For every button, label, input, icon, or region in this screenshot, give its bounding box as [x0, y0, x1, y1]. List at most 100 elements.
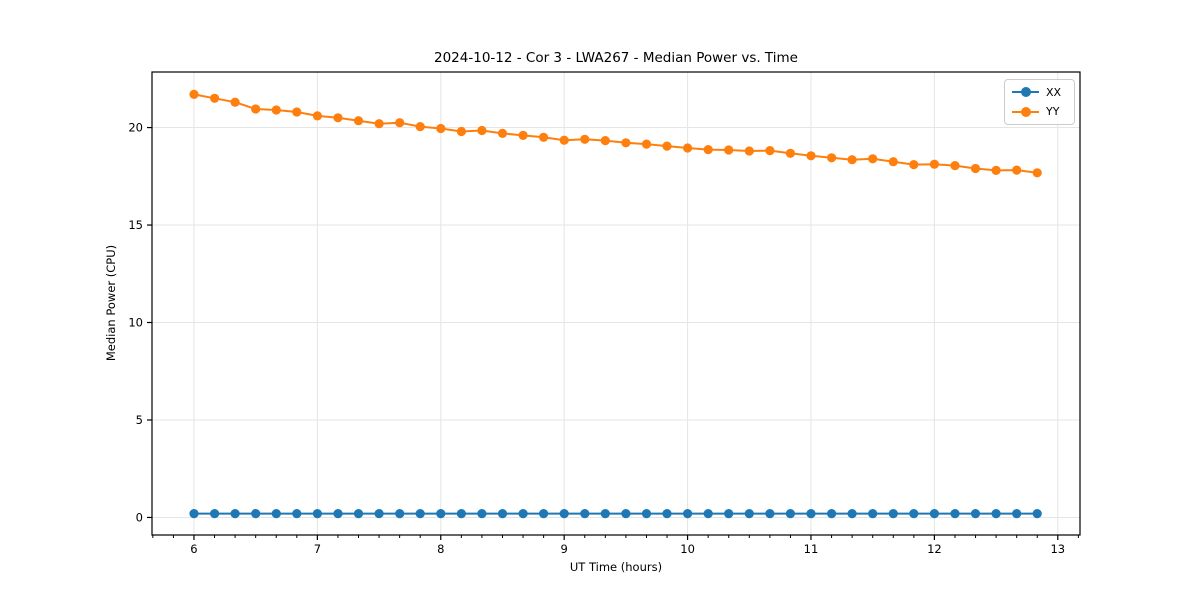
- y-tick-label: 10: [128, 316, 143, 330]
- data-point-xx: [436, 508, 446, 519]
- x-tick-label: 9: [561, 542, 568, 556]
- data-point-yy: [806, 151, 816, 161]
- data-point-yy: [477, 125, 487, 136]
- data-point-xx: [765, 508, 775, 519]
- x-tick-label: 6: [190, 542, 197, 556]
- x-tick-label: 11: [804, 542, 819, 556]
- data-point-xx: [600, 508, 610, 519]
- data-point-xx: [662, 508, 672, 519]
- legend-label-xx: XX: [1046, 85, 1062, 99]
- data-point-xx: [210, 508, 220, 519]
- data-point-xx: [970, 508, 981, 519]
- data-point-yy: [497, 128, 508, 138]
- legend-entry-xx: XX: [1012, 84, 1067, 101]
- data-point-xx: [888, 508, 898, 519]
- data-point-yy: [436, 123, 446, 134]
- data-point-yy: [621, 138, 631, 148]
- data-point-yy: [724, 145, 734, 155]
- legend-label-yy: YY: [1046, 105, 1060, 119]
- x-tick-label: 10: [680, 542, 695, 556]
- data-point-xx: [1012, 508, 1022, 519]
- data-point-xx: [353, 508, 364, 519]
- data-point-xx: [744, 508, 754, 519]
- y-tick-label: 0: [136, 510, 143, 524]
- data-point-yy: [395, 118, 405, 128]
- data-point-yy: [641, 139, 652, 149]
- data-point-xx: [991, 508, 1001, 519]
- data-point-xx: [395, 508, 405, 519]
- data-point-yy: [353, 116, 364, 126]
- data-point-xx: [724, 508, 734, 519]
- data-point-xx: [1032, 508, 1042, 519]
- data-point-xx: [827, 508, 837, 519]
- x-tick-label: 12: [927, 542, 942, 556]
- xx-series-swatch-icon: [1012, 87, 1039, 98]
- data-point-yy: [251, 104, 261, 114]
- data-point-xx: [497, 508, 508, 519]
- data-point-xx: [518, 508, 528, 519]
- data-point-yy: [785, 148, 796, 158]
- x-tick-label: 7: [314, 542, 321, 556]
- data-point-yy: [888, 157, 898, 167]
- data-point-yy: [189, 89, 199, 99]
- data-point-xx: [621, 508, 631, 519]
- data-point-yy: [539, 132, 549, 142]
- data-point-yy: [1032, 168, 1042, 178]
- data-point-yy: [210, 93, 220, 103]
- y-tick-label: 20: [128, 121, 143, 135]
- y-tick-label: 15: [128, 218, 143, 232]
- data-point-yy: [765, 146, 775, 156]
- data-point-xx: [312, 508, 322, 519]
- data-point-yy: [456, 126, 466, 137]
- data-point-yy: [662, 141, 672, 151]
- data-point-xx: [415, 508, 425, 519]
- data-point-xx: [333, 508, 343, 519]
- data-point-yy: [868, 154, 878, 164]
- data-point-xx: [683, 508, 693, 519]
- data-point-yy: [929, 159, 940, 169]
- x-tick-label: 13: [1050, 542, 1065, 556]
- data-point-xx: [374, 508, 384, 519]
- data-point-xx: [641, 508, 652, 519]
- data-point-yy: [970, 163, 981, 174]
- data-point-xx: [929, 508, 940, 519]
- data-point-xx: [847, 508, 857, 519]
- data-point-xx: [559, 508, 569, 519]
- chart-title: 2024-10-12 - Cor 3 - LWA267 - Median Pow…: [434, 50, 798, 66]
- data-point-xx: [806, 508, 816, 519]
- data-point-xx: [292, 508, 302, 519]
- data-point-yy: [827, 153, 837, 163]
- data-point-yy: [950, 161, 960, 171]
- data-point-xx: [703, 508, 713, 519]
- data-point-xx: [251, 508, 261, 519]
- data-point-yy: [312, 111, 322, 121]
- data-point-yy: [703, 145, 713, 155]
- data-point-yy: [580, 134, 590, 144]
- data-point-yy: [374, 119, 384, 129]
- data-point-xx: [785, 508, 796, 519]
- data-point-xx: [271, 508, 281, 519]
- y-tick-label: 5: [136, 413, 143, 427]
- x-axis-label: UT Time (hours): [569, 560, 663, 574]
- data-point-xx: [868, 508, 878, 519]
- legend-box: XX YY: [1004, 79, 1075, 125]
- data-point-xx: [189, 508, 199, 519]
- yy-series-swatch-icon: [1012, 106, 1039, 117]
- data-point-xx: [539, 508, 549, 519]
- data-point-xx: [230, 508, 240, 519]
- data-point-yy: [847, 155, 857, 165]
- data-point-xx: [580, 508, 590, 519]
- data-point-yy: [271, 105, 281, 115]
- data-point-yy: [333, 113, 343, 123]
- x-tick-label: 8: [437, 542, 444, 556]
- data-point-yy: [518, 130, 528, 140]
- data-point-xx: [477, 508, 487, 519]
- data-point-yy: [415, 122, 425, 132]
- data-point-yy: [1012, 165, 1022, 175]
- data-point-yy: [600, 136, 610, 146]
- data-point-yy: [559, 135, 569, 145]
- data-point-yy: [909, 160, 919, 170]
- data-point-yy: [230, 97, 240, 107]
